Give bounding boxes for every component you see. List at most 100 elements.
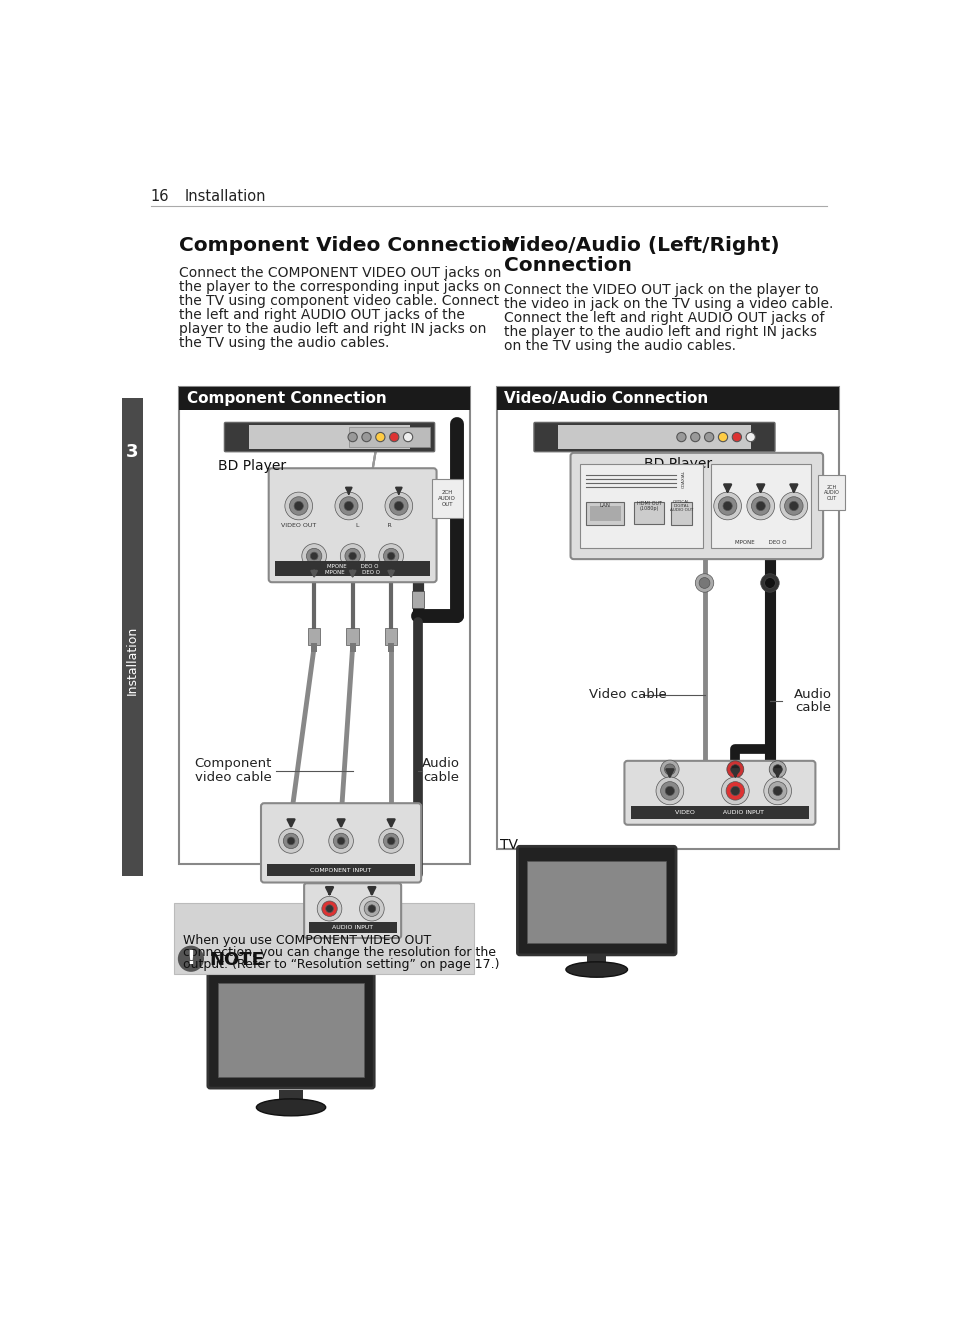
Circle shape xyxy=(310,552,317,560)
Bar xyxy=(249,425,410,449)
Circle shape xyxy=(403,432,413,441)
Circle shape xyxy=(349,552,356,560)
Bar xyxy=(388,643,394,653)
Text: NOTE: NOTE xyxy=(210,952,264,969)
Text: Component: Component xyxy=(194,758,272,771)
Ellipse shape xyxy=(256,1099,325,1116)
Text: BD Player: BD Player xyxy=(643,457,711,472)
Circle shape xyxy=(676,432,685,441)
Circle shape xyxy=(720,777,748,805)
Circle shape xyxy=(730,787,740,796)
Bar xyxy=(274,561,430,573)
Text: Installation: Installation xyxy=(126,626,139,695)
Bar xyxy=(670,502,692,525)
Circle shape xyxy=(289,497,308,516)
Bar xyxy=(497,387,839,849)
Circle shape xyxy=(713,492,740,520)
Bar xyxy=(585,502,624,525)
Circle shape xyxy=(383,833,398,849)
Circle shape xyxy=(664,787,674,796)
Circle shape xyxy=(760,574,779,593)
Text: Component Connection: Component Connection xyxy=(187,391,386,405)
Circle shape xyxy=(664,764,675,775)
Text: VIDEO OUT: VIDEO OUT xyxy=(281,522,316,528)
Bar xyxy=(589,506,620,521)
Text: MPONE        DEO O: MPONE DEO O xyxy=(734,540,785,545)
Text: LAN: LAN xyxy=(599,504,610,509)
Circle shape xyxy=(387,837,395,845)
Circle shape xyxy=(659,760,679,779)
Circle shape xyxy=(387,552,395,560)
Text: TV: TV xyxy=(500,837,517,852)
Text: 2CH
AUDIO
OUT: 2CH AUDIO OUT xyxy=(438,490,456,506)
Circle shape xyxy=(385,492,413,520)
Bar xyxy=(579,464,702,549)
Circle shape xyxy=(772,764,781,773)
Bar xyxy=(497,387,839,409)
Circle shape xyxy=(756,501,764,510)
Bar xyxy=(432,478,462,517)
Bar xyxy=(309,922,396,933)
Text: the player to the corresponding input jacks on: the player to the corresponding input ja… xyxy=(179,280,500,294)
FancyBboxPatch shape xyxy=(534,423,774,452)
Text: When you use COMPONENT VIDEO OUT: When you use COMPONENT VIDEO OUT xyxy=(183,934,431,946)
Bar xyxy=(279,1090,302,1104)
Circle shape xyxy=(317,896,341,921)
Circle shape xyxy=(788,501,798,510)
Circle shape xyxy=(695,574,713,593)
Circle shape xyxy=(294,501,303,510)
Bar xyxy=(349,643,355,653)
Circle shape xyxy=(780,492,807,520)
Text: the TV using component video cable. Connect: the TV using component video cable. Conn… xyxy=(179,294,499,308)
Circle shape xyxy=(767,781,786,800)
Bar xyxy=(818,476,844,510)
FancyBboxPatch shape xyxy=(624,760,815,825)
Text: COAXIAL: COAXIAL xyxy=(681,470,685,488)
Circle shape xyxy=(732,432,740,441)
Circle shape xyxy=(348,432,356,441)
Circle shape xyxy=(768,760,785,777)
Text: Audio: Audio xyxy=(793,688,831,702)
Bar xyxy=(308,627,320,645)
Circle shape xyxy=(699,578,709,589)
Circle shape xyxy=(344,501,353,510)
Circle shape xyxy=(378,544,403,569)
FancyBboxPatch shape xyxy=(224,423,435,452)
Text: Connect the left and right AUDIO OUT jacks of: Connect the left and right AUDIO OUT jac… xyxy=(504,311,824,326)
Bar xyxy=(385,627,396,645)
Text: connection, you can change the resolution for the: connection, you can change the resolutio… xyxy=(183,946,496,960)
Circle shape xyxy=(301,544,326,569)
FancyBboxPatch shape xyxy=(269,468,436,582)
Circle shape xyxy=(718,432,727,441)
Text: the player to the audio left and right IN jacks: the player to the audio left and right I… xyxy=(504,326,817,339)
Circle shape xyxy=(321,901,336,917)
Text: cable: cable xyxy=(423,771,458,784)
Text: TV: TV xyxy=(183,956,201,970)
FancyBboxPatch shape xyxy=(304,884,400,938)
Text: 16: 16 xyxy=(151,189,170,203)
Circle shape xyxy=(656,777,683,805)
Circle shape xyxy=(783,497,802,516)
Circle shape xyxy=(378,828,403,853)
Bar xyxy=(179,387,470,409)
Text: the TV using the audio cables.: the TV using the audio cables. xyxy=(179,336,390,350)
Text: BD Player: BD Player xyxy=(217,459,286,473)
Circle shape xyxy=(722,501,732,510)
Circle shape xyxy=(725,781,743,800)
Circle shape xyxy=(368,905,375,913)
Text: the left and right AUDIO OUT jacks of the: the left and right AUDIO OUT jacks of th… xyxy=(179,308,465,322)
Circle shape xyxy=(383,549,398,563)
Circle shape xyxy=(746,492,774,520)
Circle shape xyxy=(718,497,736,516)
Bar xyxy=(179,387,470,864)
Text: on the TV using the audio cables.: on the TV using the audio cables. xyxy=(504,339,736,352)
FancyBboxPatch shape xyxy=(570,453,822,560)
Circle shape xyxy=(389,432,398,441)
Circle shape xyxy=(329,828,353,853)
Circle shape xyxy=(325,905,333,913)
Bar xyxy=(527,861,665,944)
Circle shape xyxy=(763,578,775,589)
Circle shape xyxy=(359,896,384,921)
Text: AUDIO INPUT: AUDIO INPUT xyxy=(332,925,373,930)
Circle shape xyxy=(375,432,385,441)
